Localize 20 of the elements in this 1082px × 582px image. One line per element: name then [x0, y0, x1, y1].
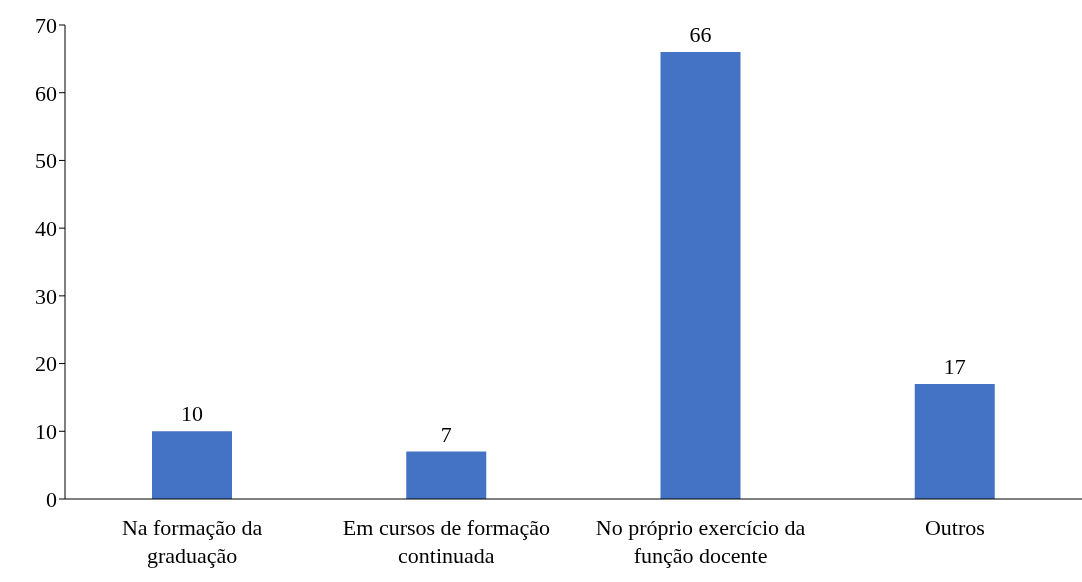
y-tick-label: 70 — [35, 12, 57, 38]
y-tick-label: 10 — [35, 419, 57, 445]
y-tick-label: 60 — [35, 80, 57, 106]
bar — [914, 383, 995, 499]
data-label: 66 — [689, 22, 712, 48]
bar — [406, 451, 487, 499]
data-label: 17 — [943, 353, 966, 379]
bar — [152, 431, 232, 499]
x-tick-label: Na formação da graduação — [121, 515, 263, 568]
y-tick-label: 50 — [35, 148, 57, 174]
data-label: 10 — [181, 401, 203, 427]
x-tick-label: Em cursos de formação continuada — [342, 515, 550, 568]
x-tick-label: No próprio exercício da função docente — [595, 515, 806, 568]
bar — [660, 52, 741, 499]
x-tick-label: Outros — [924, 515, 985, 540]
y-tick-label: 0 — [46, 486, 57, 512]
y-tick-label: 40 — [35, 215, 57, 241]
data-label: 7 — [440, 421, 452, 447]
y-tick-label: 30 — [35, 283, 57, 309]
y-tick-label: 20 — [35, 351, 57, 377]
